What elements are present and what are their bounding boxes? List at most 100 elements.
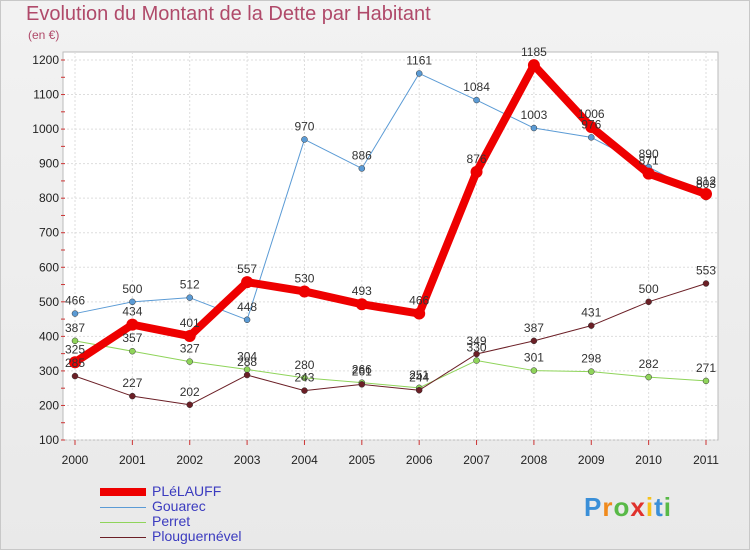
legend-item: Perret: [100, 513, 360, 530]
data-label-gouarec: 1003: [521, 108, 548, 122]
y-tick-label: 100: [39, 433, 59, 447]
data-label-pl-lauff: 876: [467, 152, 487, 166]
data-point-gouarec: [71, 310, 79, 317]
data-label-plouguern-vel: 387: [524, 321, 544, 335]
data-point-plouguern-vel: [473, 350, 480, 358]
legend-swatch: [100, 507, 146, 508]
x-tick-label: 2005: [348, 453, 375, 467]
legend: PLéLAUFF Gouarec Perret Plouguernével: [100, 483, 360, 545]
data-point-perret: [530, 367, 538, 374]
y-tick-label: 400: [39, 329, 59, 343]
data-label-gouarec: 976: [581, 117, 601, 131]
x-tick-label: 2001: [119, 453, 146, 467]
data-label-plouguern-vel: 227: [122, 376, 142, 390]
data-point-pl-lauff: [69, 356, 81, 369]
y-tick-label: 900: [39, 157, 59, 171]
data-label-gouarec: 466: [65, 294, 85, 308]
data-point-plouguern-vel: [588, 322, 595, 329]
data-point-plouguern-vel: [129, 392, 136, 400]
data-label-pl-lauff: 557: [237, 262, 257, 276]
data-point-pl-lauff: [298, 285, 311, 298]
data-label-plouguern-vel: 202: [180, 385, 200, 399]
data-point-gouarec: [358, 165, 366, 172]
data-label-gouarec: 886: [352, 148, 372, 162]
series-line-pl-lauff: [71, 61, 710, 367]
y-tick-label: 1000: [32, 122, 59, 136]
data-label-gouarec: 512: [180, 278, 200, 292]
data-label-plouguern-vel: 244: [409, 370, 429, 384]
data-point-pl-lauff: [642, 167, 655, 180]
data-point-plouguern-vel: [702, 280, 710, 287]
data-label-gouarec: 1084: [463, 80, 490, 94]
data-label-perret: 301: [524, 351, 544, 365]
data-label-plouguern-vel: 500: [639, 282, 659, 296]
x-tick-label: 2002: [176, 453, 203, 467]
legend-swatch: [100, 537, 146, 538]
data-point-plouguern-vel: [415, 387, 423, 394]
data-point-gouarec: [301, 136, 308, 143]
data-point-gouarec: [186, 294, 193, 301]
logo-letter: P: [584, 492, 603, 522]
legend-label: Perret: [152, 513, 191, 529]
legend-item: Plouguernével: [100, 528, 360, 545]
data-point-pl-lauff: [241, 276, 254, 289]
legend-item: PLéLAUFF: [100, 483, 360, 500]
y-tick-label: 200: [39, 398, 59, 412]
data-point-gouarec: [243, 316, 251, 324]
data-point-plouguern-vel: [358, 381, 366, 388]
logo-letter: t: [654, 492, 664, 522]
x-tick-label: 2009: [578, 453, 605, 467]
chart-title: Evolution du Montant de la Dette par Hab…: [26, 3, 431, 25]
data-point-perret: [702, 377, 710, 385]
data-label-perret: 304: [237, 350, 257, 364]
data-label-perret: 298: [581, 352, 601, 366]
x-tick-label: 2010: [635, 453, 662, 467]
data-label-perret: 282: [639, 357, 659, 371]
data-label-pl-lauff: 325: [65, 342, 85, 356]
y-tick-label: 800: [39, 191, 59, 205]
x-tick-label: 2008: [521, 453, 548, 467]
data-label-plouguern-vel: 431: [581, 306, 601, 320]
proxiti-logo: Proxiti: [584, 492, 672, 523]
data-point-perret: [473, 357, 480, 364]
y-tick-label: 1200: [32, 53, 59, 67]
data-label-gouarec: 500: [122, 282, 142, 296]
data-point-pl-lauff: [183, 330, 196, 343]
legend-swatch: [100, 488, 146, 496]
data-point-plouguern-vel: [71, 372, 79, 380]
y-tick-label: 500: [39, 295, 59, 309]
data-label-gouarec: 803: [696, 177, 716, 191]
y-tick-label: 700: [39, 226, 59, 240]
data-label-pl-lauff: 871: [639, 154, 659, 168]
data-label-perret: 280: [294, 358, 314, 372]
x-tick-label: 2007: [463, 453, 490, 467]
data-label-gouarec: 448: [237, 300, 257, 314]
x-tick-label: 2006: [406, 453, 433, 467]
logo-letter: i: [645, 492, 655, 522]
data-point-plouguern-vel: [645, 298, 652, 306]
x-tick-label: 2000: [62, 453, 89, 467]
legend-item: Gouarec: [100, 498, 360, 515]
logo-letter: r: [602, 492, 614, 522]
legend-label: PLéLAUFF: [152, 483, 222, 499]
data-point-perret: [71, 337, 79, 345]
data-label-perret: 251: [409, 368, 429, 382]
chart-subtitle: (en €): [28, 28, 60, 42]
y-tick-label: 300: [39, 364, 59, 378]
data-point-gouarec: [473, 96, 480, 104]
data-point-perret: [129, 347, 136, 355]
x-tick-label: 2004: [291, 453, 318, 467]
data-label-plouguern-vel: 349: [467, 334, 487, 348]
data-label-plouguern-vel: 288: [237, 355, 257, 369]
y-tick-label: 600: [39, 260, 59, 274]
data-point-pl-lauff: [413, 307, 426, 320]
plot-area: [62, 51, 719, 441]
data-point-pl-lauff: [355, 298, 368, 311]
data-label-perret: 387: [65, 321, 85, 335]
data-label-plouguern-vel: 285: [65, 356, 85, 370]
data-label-pl-lauff: 434: [122, 305, 142, 319]
data-point-plouguern-vel: [530, 337, 538, 345]
logo-letter: i: [663, 492, 672, 522]
legend-swatch: [100, 522, 146, 523]
data-label-pl-lauff: 1006: [578, 107, 605, 121]
